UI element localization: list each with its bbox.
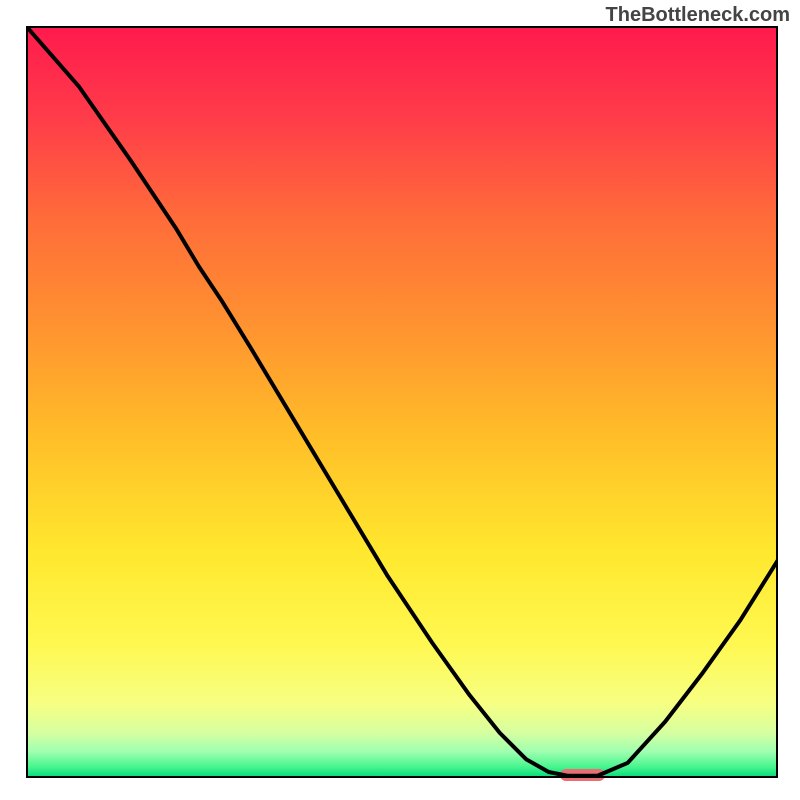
- plot-area: [26, 26, 778, 778]
- chart-container: TheBottleneck.com: [0, 0, 800, 800]
- x-axis-line: [26, 776, 778, 778]
- plot-right-border: [776, 26, 778, 778]
- bottleneck-curve: [26, 26, 778, 778]
- watermark-text: TheBottleneck.com: [606, 4, 790, 27]
- y-axis-line: [26, 26, 28, 778]
- curve-path: [26, 26, 778, 776]
